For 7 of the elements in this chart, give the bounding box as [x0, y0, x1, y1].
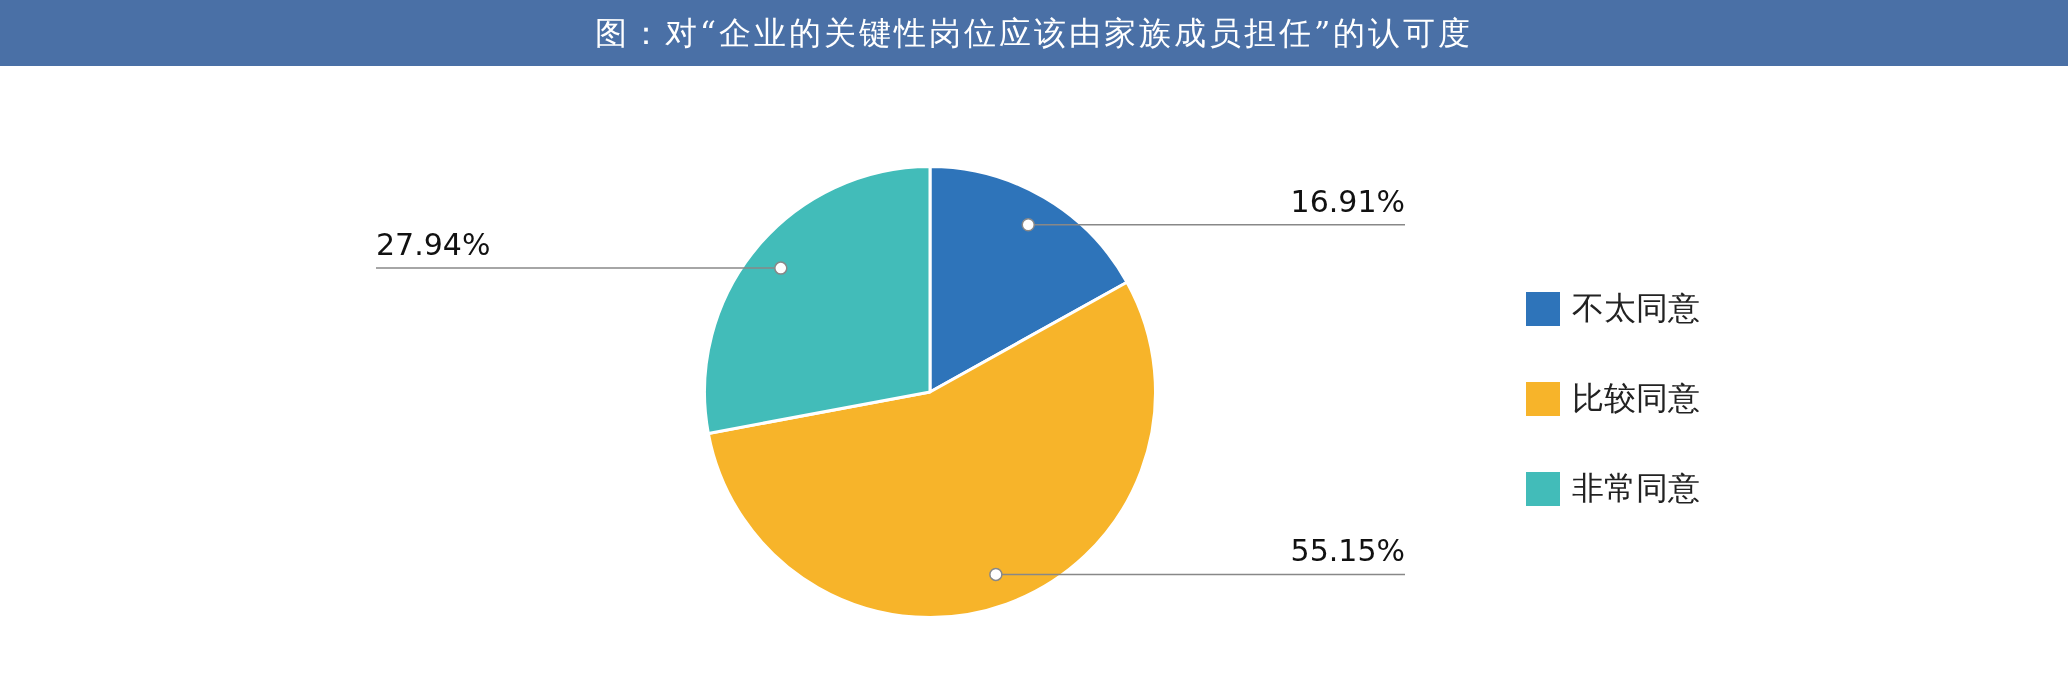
- legend-label: 非常同意: [1572, 468, 1700, 509]
- legend-label: 比较同意: [1572, 378, 1700, 419]
- data-label: 27.94%: [376, 226, 491, 262]
- chart-title: 图：对“企业的关键性岗位应该由家族成员担任”的认可度: [0, 0, 2068, 66]
- data-label: 55.15%: [1290, 533, 1405, 569]
- data-label: 16.91%: [1290, 183, 1405, 219]
- legend-label: 不太同意: [1572, 288, 1700, 329]
